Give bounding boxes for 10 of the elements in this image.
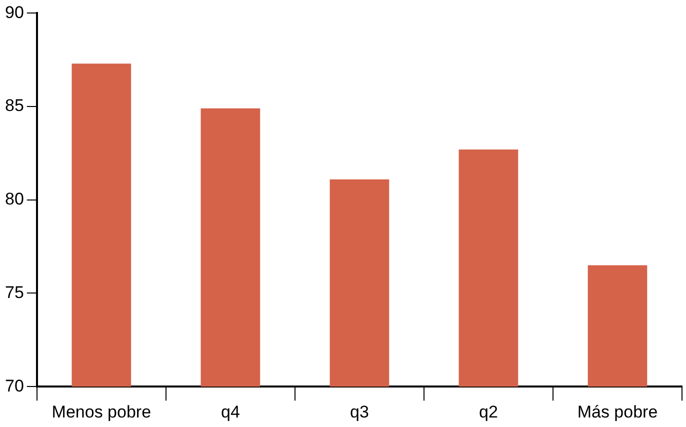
x-tick-label: q2 <box>479 402 498 422</box>
x-tick-label: Más pobre <box>577 402 658 422</box>
y-tick-label: 90 <box>4 2 24 22</box>
y-tick-label: 75 <box>4 282 24 302</box>
x-tick-label: q4 <box>220 402 240 422</box>
y-tick-label: 85 <box>4 96 24 116</box>
x-tick-label: q3 <box>350 402 369 422</box>
y-tick-label: 70 <box>4 376 24 396</box>
y-tick-label: 80 <box>4 190 24 209</box>
x-tick-label: Menos pobre <box>52 402 152 422</box>
